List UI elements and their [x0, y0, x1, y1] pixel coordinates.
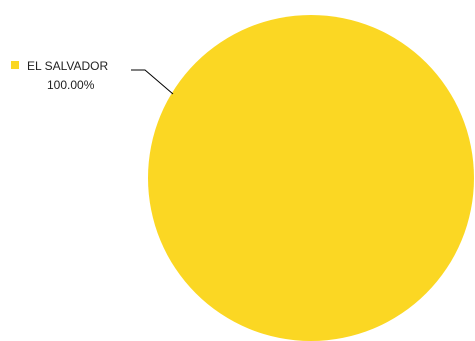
pie-slices: [148, 15, 474, 341]
leader-line: [131, 69, 174, 95]
pie-slice: [148, 15, 474, 341]
label-color-swatch: [11, 61, 19, 69]
category-label: EL SALVADOR: [27, 59, 108, 73]
percentage-label: 100.00%: [47, 78, 95, 92]
slice-data-label: EL SALVADOR 100.00%: [11, 59, 174, 95]
